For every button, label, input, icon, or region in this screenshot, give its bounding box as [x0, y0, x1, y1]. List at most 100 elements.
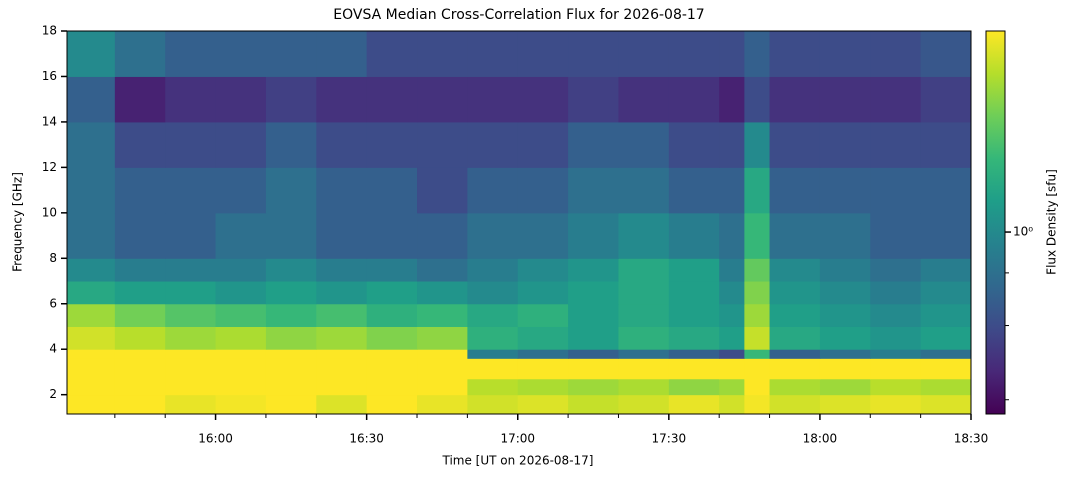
heatmap-cell	[517, 258, 569, 282]
heatmap-cell	[114, 281, 166, 305]
heatmap-cell	[769, 281, 821, 305]
x-tick-label: 17:30	[652, 432, 687, 446]
heatmap-cell	[568, 326, 619, 350]
heatmap-cell	[215, 31, 267, 77]
y-tick-label: 8	[49, 251, 57, 265]
heatmap-cell	[517, 349, 569, 359]
heatmap-cell	[744, 212, 771, 259]
heatmap-cell	[316, 349, 368, 359]
heatmap-cell	[165, 167, 217, 214]
heatmap-cell	[568, 121, 619, 168]
heatmap-cell	[165, 212, 217, 259]
y-tick-label: 2	[49, 387, 57, 401]
heatmap-cell	[618, 358, 670, 380]
heatmap-cell	[366, 358, 418, 380]
heatmap-cell	[366, 303, 418, 327]
heatmap-cell	[719, 394, 745, 415]
heatmap-cell	[744, 31, 771, 77]
heatmap-cell	[920, 394, 972, 415]
heatmap-cell	[114, 349, 166, 359]
heatmap-cell	[467, 167, 519, 214]
heatmap-cell	[467, 349, 519, 359]
heatmap-cell	[417, 121, 468, 168]
heatmap-cell	[719, 258, 745, 282]
heatmap-cell	[417, 31, 468, 77]
heatmap-cell	[366, 394, 418, 415]
heatmap-cell	[366, 76, 418, 123]
x-axis-label: Time [UT on 2026-08-17]	[442, 454, 594, 468]
heatmap-cell	[719, 31, 745, 77]
chart-title: EOVSA Median Cross-Correlation Flux for …	[333, 7, 704, 23]
heatmap-cell	[215, 76, 267, 123]
heatmap-cell	[517, 378, 569, 396]
heatmap-cell	[618, 258, 670, 282]
heatmap-cell	[668, 358, 720, 380]
heatmap-cell	[265, 76, 317, 123]
heatmap-cell	[114, 167, 166, 214]
x-tick-label: 16:30	[349, 432, 384, 446]
heatmap-cell	[744, 281, 771, 305]
heatmap-cell	[316, 258, 368, 282]
heatmap-cell	[316, 121, 368, 168]
heatmap-cell	[719, 167, 745, 214]
heatmap-cell	[744, 326, 771, 350]
heatmap-cell	[366, 281, 418, 305]
heatmap-cell	[769, 31, 821, 77]
heatmap-cell	[366, 31, 418, 77]
heatmap-cell	[920, 121, 972, 168]
heatmap-cell	[165, 281, 217, 305]
heatmap-cell	[719, 358, 745, 380]
heatmap-cell	[265, 31, 317, 77]
heatmap-cell	[215, 258, 267, 282]
heatmap-cell	[719, 121, 745, 168]
heatmap-cell	[568, 258, 619, 282]
heatmap-cell	[417, 76, 468, 123]
heatmap-cell	[114, 378, 166, 396]
heatmap-cell	[920, 31, 972, 77]
heatmap-cell	[870, 326, 922, 350]
heatmap-cell	[316, 212, 368, 259]
heatmap-cell	[467, 358, 519, 380]
heatmap-cell	[744, 258, 771, 282]
heatmap-cell	[719, 281, 745, 305]
heatmap-cell	[870, 258, 922, 282]
heatmap-cell	[215, 358, 267, 380]
heatmap-cell	[744, 121, 771, 168]
y-tick-label: 18	[42, 24, 57, 38]
heatmap-cell	[668, 212, 720, 259]
heatmap-cell	[744, 378, 771, 396]
heatmap-cell	[417, 394, 468, 415]
heatmap-cell	[819, 281, 871, 305]
heatmap-cell	[920, 76, 972, 123]
heatmap-cell	[165, 378, 217, 396]
x-tick-label: 18:00	[803, 432, 838, 446]
plot-frame	[66, 30, 972, 415]
colorbar-tick-label: 10⁰	[1013, 225, 1033, 239]
heatmap-cell	[316, 394, 368, 415]
heatmap-cell	[819, 167, 871, 214]
heatmap-cell	[769, 167, 821, 214]
heatmap-cell	[467, 378, 519, 396]
heatmap-cell	[870, 121, 922, 168]
heatmap-cell	[618, 31, 670, 77]
heatmap-cell	[467, 394, 519, 415]
heatmap-cell	[215, 212, 267, 259]
heatmap-cell	[67, 394, 116, 415]
heatmap-cell	[618, 212, 670, 259]
heatmap-cell	[920, 258, 972, 282]
heatmap-cell	[215, 167, 267, 214]
heatmap-cell	[719, 76, 745, 123]
heatmap-cell	[719, 349, 745, 359]
heatmap-cell	[467, 258, 519, 282]
heatmap-cell	[417, 167, 468, 214]
heatmap-cell	[769, 326, 821, 350]
heatmap-cell	[316, 31, 368, 77]
heatmap-cell	[417, 349, 468, 359]
heatmap-cell	[668, 349, 720, 359]
heatmap-cell	[417, 378, 468, 396]
heatmap-cell	[668, 167, 720, 214]
heatmap-cell	[920, 212, 972, 259]
heatmap-cell	[819, 349, 871, 359]
heatmap-cell	[920, 281, 972, 305]
heatmap-cell	[67, 326, 116, 350]
